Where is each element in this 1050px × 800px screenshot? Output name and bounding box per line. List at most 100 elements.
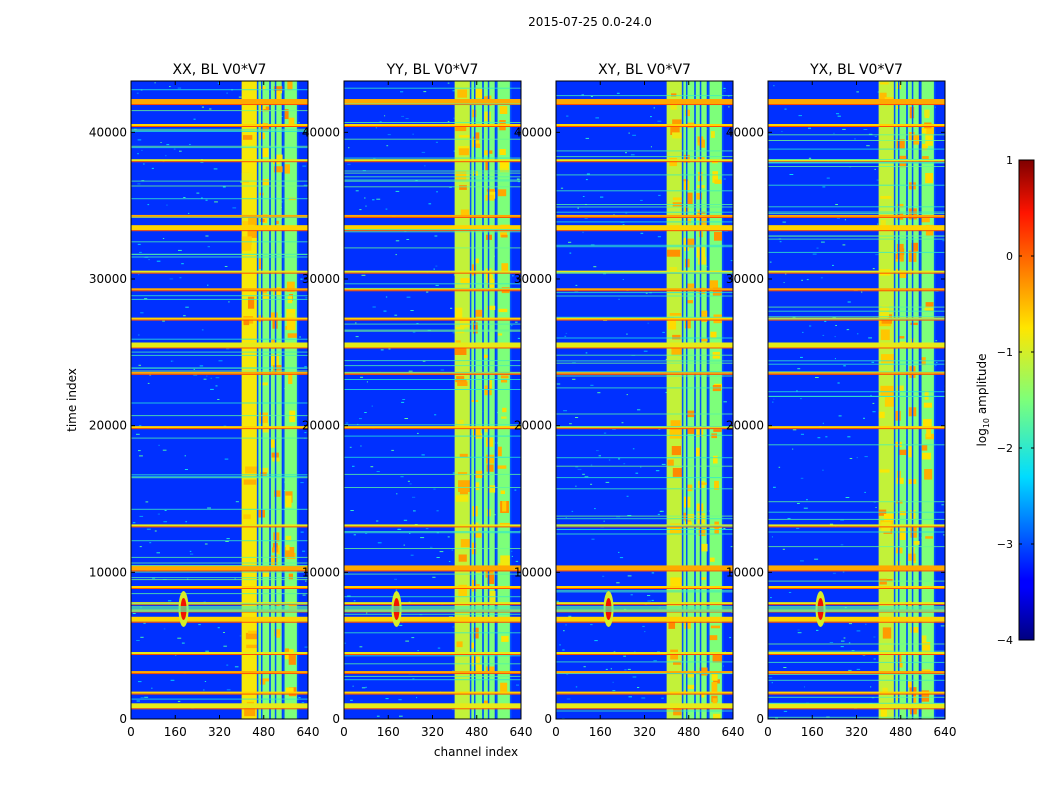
- noise-speckle: [353, 534, 356, 536]
- noise-speckle: [375, 127, 377, 129]
- band-blob: [911, 134, 920, 145]
- noise-speckle: [874, 168, 876, 170]
- rfi-row-edge: [768, 347, 945, 349]
- x-tick-label: 480: [465, 725, 488, 739]
- noise-speckle: [806, 279, 809, 281]
- rfi-time-row: [768, 288, 945, 291]
- noise-speckle: [618, 298, 620, 300]
- noise-speckle: [434, 235, 438, 237]
- noise-speckle: [407, 480, 410, 482]
- noise-speckle: [376, 471, 380, 472]
- faint-row: [768, 211, 945, 213]
- hot-channel-band: [921, 81, 934, 719]
- noise-speckle: [662, 331, 665, 333]
- rfi-time-row: [556, 691, 733, 694]
- noise-speckle: [785, 273, 787, 275]
- rfi-time-row: [768, 703, 945, 709]
- noise-speckle: [613, 214, 615, 216]
- faint-row: [556, 525, 733, 527]
- faint-row: [131, 562, 308, 564]
- noise-speckle: [647, 595, 651, 596]
- band-blob: [500, 490, 506, 494]
- faint-row: [344, 379, 521, 380]
- band-blob: [667, 459, 674, 467]
- noise-speckle: [409, 483, 412, 485]
- band-blob: [247, 296, 255, 309]
- faint-row: [556, 465, 733, 467]
- noise-speckle: [848, 669, 852, 671]
- band-blob: [500, 555, 510, 567]
- faint-row: [768, 650, 945, 652]
- faint-row: [556, 211, 733, 213]
- band-blob: [880, 709, 887, 718]
- noise-speckle: [280, 201, 285, 203]
- noise-speckle: [226, 689, 231, 691]
- band-blob: [884, 396, 895, 407]
- noise-speckle: [147, 382, 150, 384]
- noise-speckle: [376, 520, 379, 522]
- band-blob: [498, 446, 502, 457]
- noise-speckle: [582, 231, 584, 233]
- faint-row: [556, 150, 733, 152]
- noise-speckle: [366, 381, 368, 383]
- noise-speckle: [608, 459, 611, 461]
- band-blob: [485, 194, 495, 201]
- noise-speckle: [936, 362, 938, 363]
- rfi-time-row: [344, 214, 521, 217]
- band-blob: [699, 577, 707, 580]
- faint-row: [344, 573, 521, 575]
- noise-speckle: [854, 138, 856, 140]
- rfi-time-row: [131, 671, 308, 674]
- noise-speckle: [207, 246, 210, 248]
- noise-speckle: [730, 546, 733, 548]
- noise-speckle: [359, 646, 363, 648]
- rfi-time-row: [344, 616, 521, 622]
- faint-row: [768, 161, 945, 163]
- noise-speckle: [214, 201, 218, 203]
- noise-speckle: [190, 553, 194, 555]
- band-blob: [879, 92, 887, 105]
- noise-speckle: [847, 301, 851, 303]
- faint-row: [131, 354, 308, 356]
- band-blob: [274, 629, 281, 636]
- noise-speckle: [147, 204, 150, 206]
- band-blob: [673, 661, 681, 665]
- band-blob: [711, 682, 718, 693]
- noise-speckle: [360, 376, 363, 378]
- noise-speckle: [132, 613, 136, 614]
- noise-speckle: [797, 368, 801, 370]
- rfi-time-row: [556, 371, 733, 374]
- rfi-time-row: [768, 616, 945, 622]
- band-blob: [669, 523, 682, 534]
- noise-speckle: [210, 388, 214, 390]
- faint-row: [344, 679, 521, 681]
- band-blob: [259, 258, 263, 269]
- rfi-row-edge: [556, 347, 733, 349]
- band-blob: [710, 625, 721, 629]
- band-blob: [879, 469, 890, 473]
- noise-speckle: [385, 208, 388, 210]
- x-axis-label: channel index: [434, 745, 518, 759]
- faint-row: [131, 556, 308, 558]
- faint-row: [768, 212, 945, 214]
- faint-row: [768, 371, 945, 373]
- faint-row: [768, 531, 945, 533]
- noise-speckle: [203, 601, 206, 603]
- x-tick-label: 320: [208, 725, 231, 739]
- noise-speckle: [395, 190, 400, 192]
- panel-xy: XY, BL V0*V7 0 160 320 480 640 0 10000 20000 3000…: [514, 62, 745, 739]
- band-blob: [685, 218, 692, 224]
- band-blob: [908, 132, 915, 142]
- rfi-row-edge: [344, 588, 521, 589]
- faint-row: [768, 501, 945, 503]
- noise-speckle: [863, 417, 865, 419]
- rfi-row-edge: [344, 230, 521, 232]
- noise-speckle: [840, 544, 844, 546]
- band-blob: [486, 437, 494, 447]
- noise-speckle: [723, 178, 726, 180]
- noise-speckle: [181, 263, 184, 265]
- noise-speckle: [185, 521, 187, 523]
- noise-speckle: [138, 334, 140, 336]
- faint-row: [344, 675, 521, 677]
- noise-speckle: [594, 508, 596, 510]
